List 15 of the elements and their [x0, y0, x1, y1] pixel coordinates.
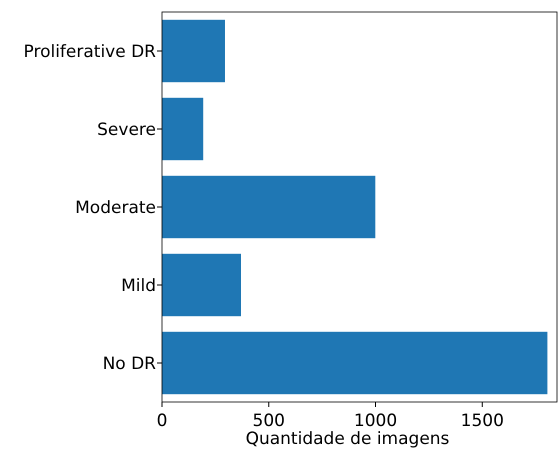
- y-tick-label: Mild: [121, 276, 156, 296]
- x-tick-label: 500: [252, 411, 285, 431]
- bar: [162, 332, 548, 394]
- bar: [162, 176, 376, 238]
- x-tick-label: 0: [156, 411, 168, 431]
- y-tick-label: Proliferative DR: [24, 42, 156, 62]
- bar: [162, 98, 204, 160]
- x-tick-label: 1500: [460, 411, 504, 431]
- y-tick-label: No DR: [102, 354, 156, 374]
- y-tick-label: Moderate: [75, 198, 156, 218]
- x-tick-label: 1000: [354, 411, 398, 431]
- bar: [162, 254, 241, 316]
- x-axis-title: Quantidade de imagens: [246, 429, 450, 449]
- bar: [162, 20, 225, 82]
- y-tick-label: Severe: [97, 120, 156, 140]
